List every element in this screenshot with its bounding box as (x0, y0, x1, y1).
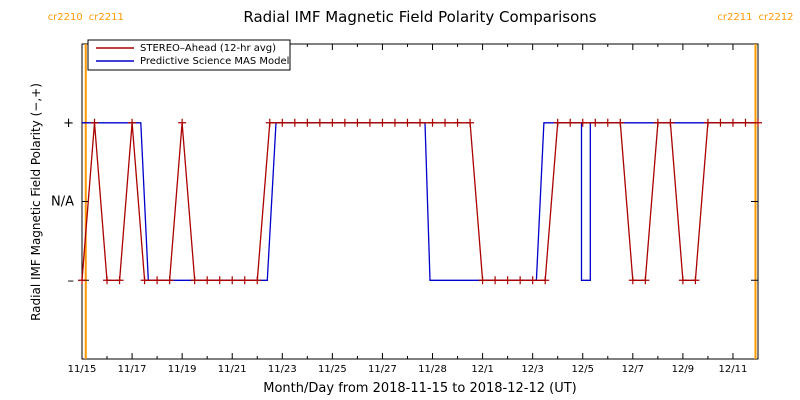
stereo-point (641, 276, 650, 285)
stereo-point (491, 276, 500, 285)
stereo-point (553, 118, 562, 127)
stereo-point (228, 276, 237, 285)
stereo-point (691, 276, 700, 285)
x-tick-label-6: 11/27 (368, 364, 397, 375)
stereo-point (754, 118, 762, 127)
plot-frame (81, 43, 759, 360)
stereo-point (103, 276, 112, 285)
x-tick-label-4: 11/23 (268, 364, 297, 375)
stereo-point (453, 118, 462, 127)
stereo-point (128, 118, 137, 127)
stereo-point (653, 118, 662, 127)
stereo-point (265, 118, 274, 127)
stereo-point (315, 118, 324, 127)
stereo-point (528, 276, 537, 285)
stereo-point (140, 276, 149, 285)
stereo-point (591, 118, 600, 127)
stereo-point (353, 118, 362, 127)
stereo-point (716, 118, 725, 127)
stereo-point (365, 118, 374, 127)
x-tick-label-0: 11/15 (68, 364, 97, 375)
stereo-point (741, 118, 750, 127)
stereo-point (678, 276, 687, 285)
x-tick-label-11: 12/7 (622, 364, 644, 375)
x-tick-label-10: 12/5 (572, 364, 594, 375)
stereo-point (178, 118, 187, 127)
stereo-point (378, 118, 387, 127)
x-tick-label-8: 12/1 (471, 364, 493, 375)
stereo-point (628, 276, 637, 285)
x-tick-label-7: 11/28 (418, 364, 447, 375)
legend-label-mas: Predictive Science MAS Model (140, 56, 289, 67)
stereo-point (466, 118, 475, 127)
stereo-point (215, 276, 224, 285)
x-axis-label: Month/Day from 2018-11-15 to 2018-12-12 … (263, 381, 576, 396)
stereo-point (340, 118, 349, 127)
stereo-point (478, 276, 487, 285)
stereo-point (541, 276, 550, 285)
legend-label-stereo: STEREO–Ahead (12-hr avg) (140, 43, 276, 54)
legend-box (87, 39, 291, 71)
stereo-point (78, 276, 86, 285)
y-tick-label-2: – (68, 273, 75, 288)
stereo-point (390, 118, 399, 127)
stereo-point (616, 118, 625, 127)
stereo-point (303, 118, 312, 127)
y-axis-label: Radial IMF Magnetic Field Polarity (−,+) (29, 83, 43, 321)
stereo-point (328, 118, 337, 127)
stereo-point (203, 276, 212, 285)
x-tick-label-5: 11/25 (318, 364, 347, 375)
stereo-point (165, 276, 174, 285)
stereo-point (278, 118, 287, 127)
stereo-point (240, 276, 249, 285)
x-tick-label-2: 11/19 (168, 364, 197, 375)
stereo-point (516, 276, 525, 285)
x-tick-label-12: 12/9 (672, 364, 694, 375)
stereo-point (578, 118, 587, 127)
stereo-point (603, 118, 612, 127)
stereo-point (728, 118, 737, 127)
stereo-point (666, 118, 675, 127)
series-stereo-ahead (78, 118, 762, 285)
legend: STEREO–Ahead (12-hr avg) Predictive Scie… (87, 39, 291, 71)
stereo-point (428, 118, 437, 127)
stereo-point (566, 118, 575, 127)
carrington-label-left-1: cr2211 (717, 12, 752, 23)
x-tick-label-13: 12/11 (719, 364, 748, 375)
stereo-point (153, 276, 162, 285)
stereo-point (403, 118, 412, 127)
x-tick-label-1: 11/17 (118, 364, 147, 375)
x-axis: 11/15 11/17 11/19 11/21 11/23 11/25 11/27 11/28… (68, 44, 759, 375)
stereo-point (253, 276, 262, 285)
stereo-point (290, 118, 299, 127)
stereo-point (703, 118, 712, 127)
y-tick-label-1: N/A (51, 195, 74, 210)
stereo-point (115, 276, 124, 285)
carrington-label-right-1: cr2212 (758, 12, 793, 23)
x-tick-label-9: 12/3 (521, 364, 543, 375)
stereo-point (441, 118, 450, 127)
stereo-point (503, 276, 512, 285)
chart-title: Radial IMF Magnetic Field Polarity Compa… (243, 8, 596, 26)
carrington-label-left-0: cr2210 (48, 12, 83, 23)
carrington-label-right-0: cr2211 (89, 12, 124, 23)
stereo-point (90, 118, 99, 127)
stereo-point (416, 118, 424, 127)
x-tick-label-3: 11/21 (218, 364, 247, 375)
stereo-line (81, 122, 758, 281)
stereo-point (190, 276, 199, 285)
y-tick-label-0: + (63, 116, 74, 131)
